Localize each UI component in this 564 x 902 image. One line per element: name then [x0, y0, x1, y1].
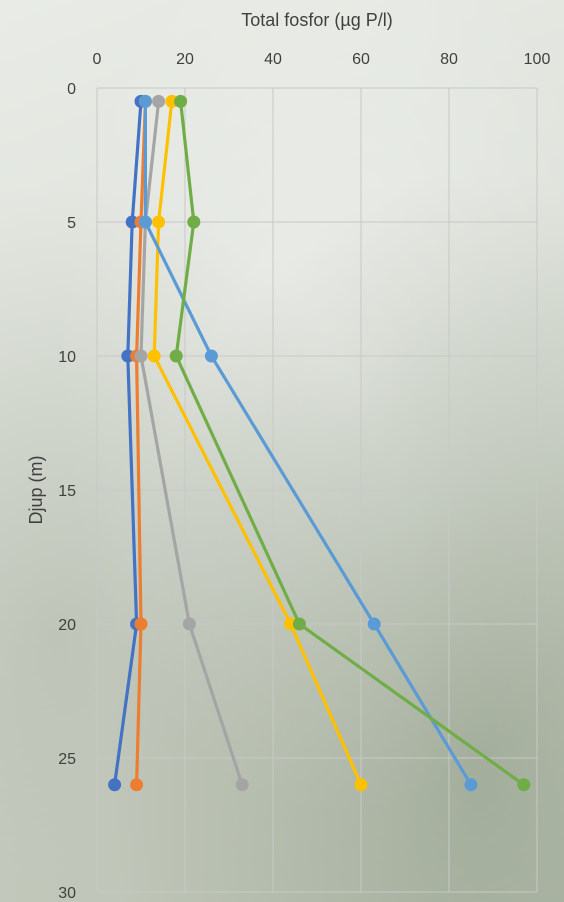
- data-point: [354, 778, 368, 792]
- data-series: [108, 94, 531, 792]
- data-point: [174, 94, 188, 108]
- y-tick-label: 10: [58, 349, 76, 366]
- series-line: [174, 101, 525, 787]
- x-tick-label: 20: [176, 51, 194, 68]
- gridlines: [96, 87, 538, 893]
- series-6: [169, 94, 531, 792]
- x-tick-labels: 0 20 40 60 80 100: [93, 51, 551, 68]
- data-point: [134, 349, 148, 363]
- x-axis-title: Total fosfor (µg P/l): [241, 10, 392, 30]
- data-point: [464, 778, 478, 792]
- data-point: [147, 349, 161, 363]
- y-tick-labels: 0 5 10 15 20 25 30: [58, 81, 76, 902]
- x-tick-label: 80: [440, 51, 458, 68]
- y-tick-label: 30: [58, 885, 76, 902]
- y-tick-label: 0: [67, 81, 76, 98]
- data-point: [134, 617, 148, 631]
- series-4: [147, 94, 368, 792]
- y-axis-title: Djup (m): [26, 455, 46, 524]
- series-5: [138, 94, 478, 792]
- y-tick-label: 5: [67, 215, 76, 232]
- data-point: [187, 215, 201, 229]
- y-tick-label: 15: [58, 483, 76, 500]
- data-point: [292, 617, 306, 631]
- x-tick-label: 0: [93, 51, 102, 68]
- data-point: [130, 778, 144, 792]
- data-point: [152, 94, 166, 108]
- data-point: [169, 349, 183, 363]
- data-point: [152, 215, 166, 229]
- series-line: [143, 101, 473, 786]
- data-point: [108, 778, 122, 792]
- x-tick-label: 100: [524, 51, 551, 68]
- data-point: [204, 349, 218, 363]
- data-point: [235, 778, 249, 792]
- y-tick-label: 20: [58, 617, 76, 634]
- data-point: [138, 215, 152, 229]
- x-tick-label: 40: [264, 51, 282, 68]
- y-tick-label: 25: [58, 751, 76, 768]
- data-point: [517, 778, 531, 792]
- x-tick-label: 60: [352, 51, 370, 68]
- data-point: [138, 94, 152, 108]
- data-point: [182, 617, 196, 631]
- data-point: [367, 617, 381, 631]
